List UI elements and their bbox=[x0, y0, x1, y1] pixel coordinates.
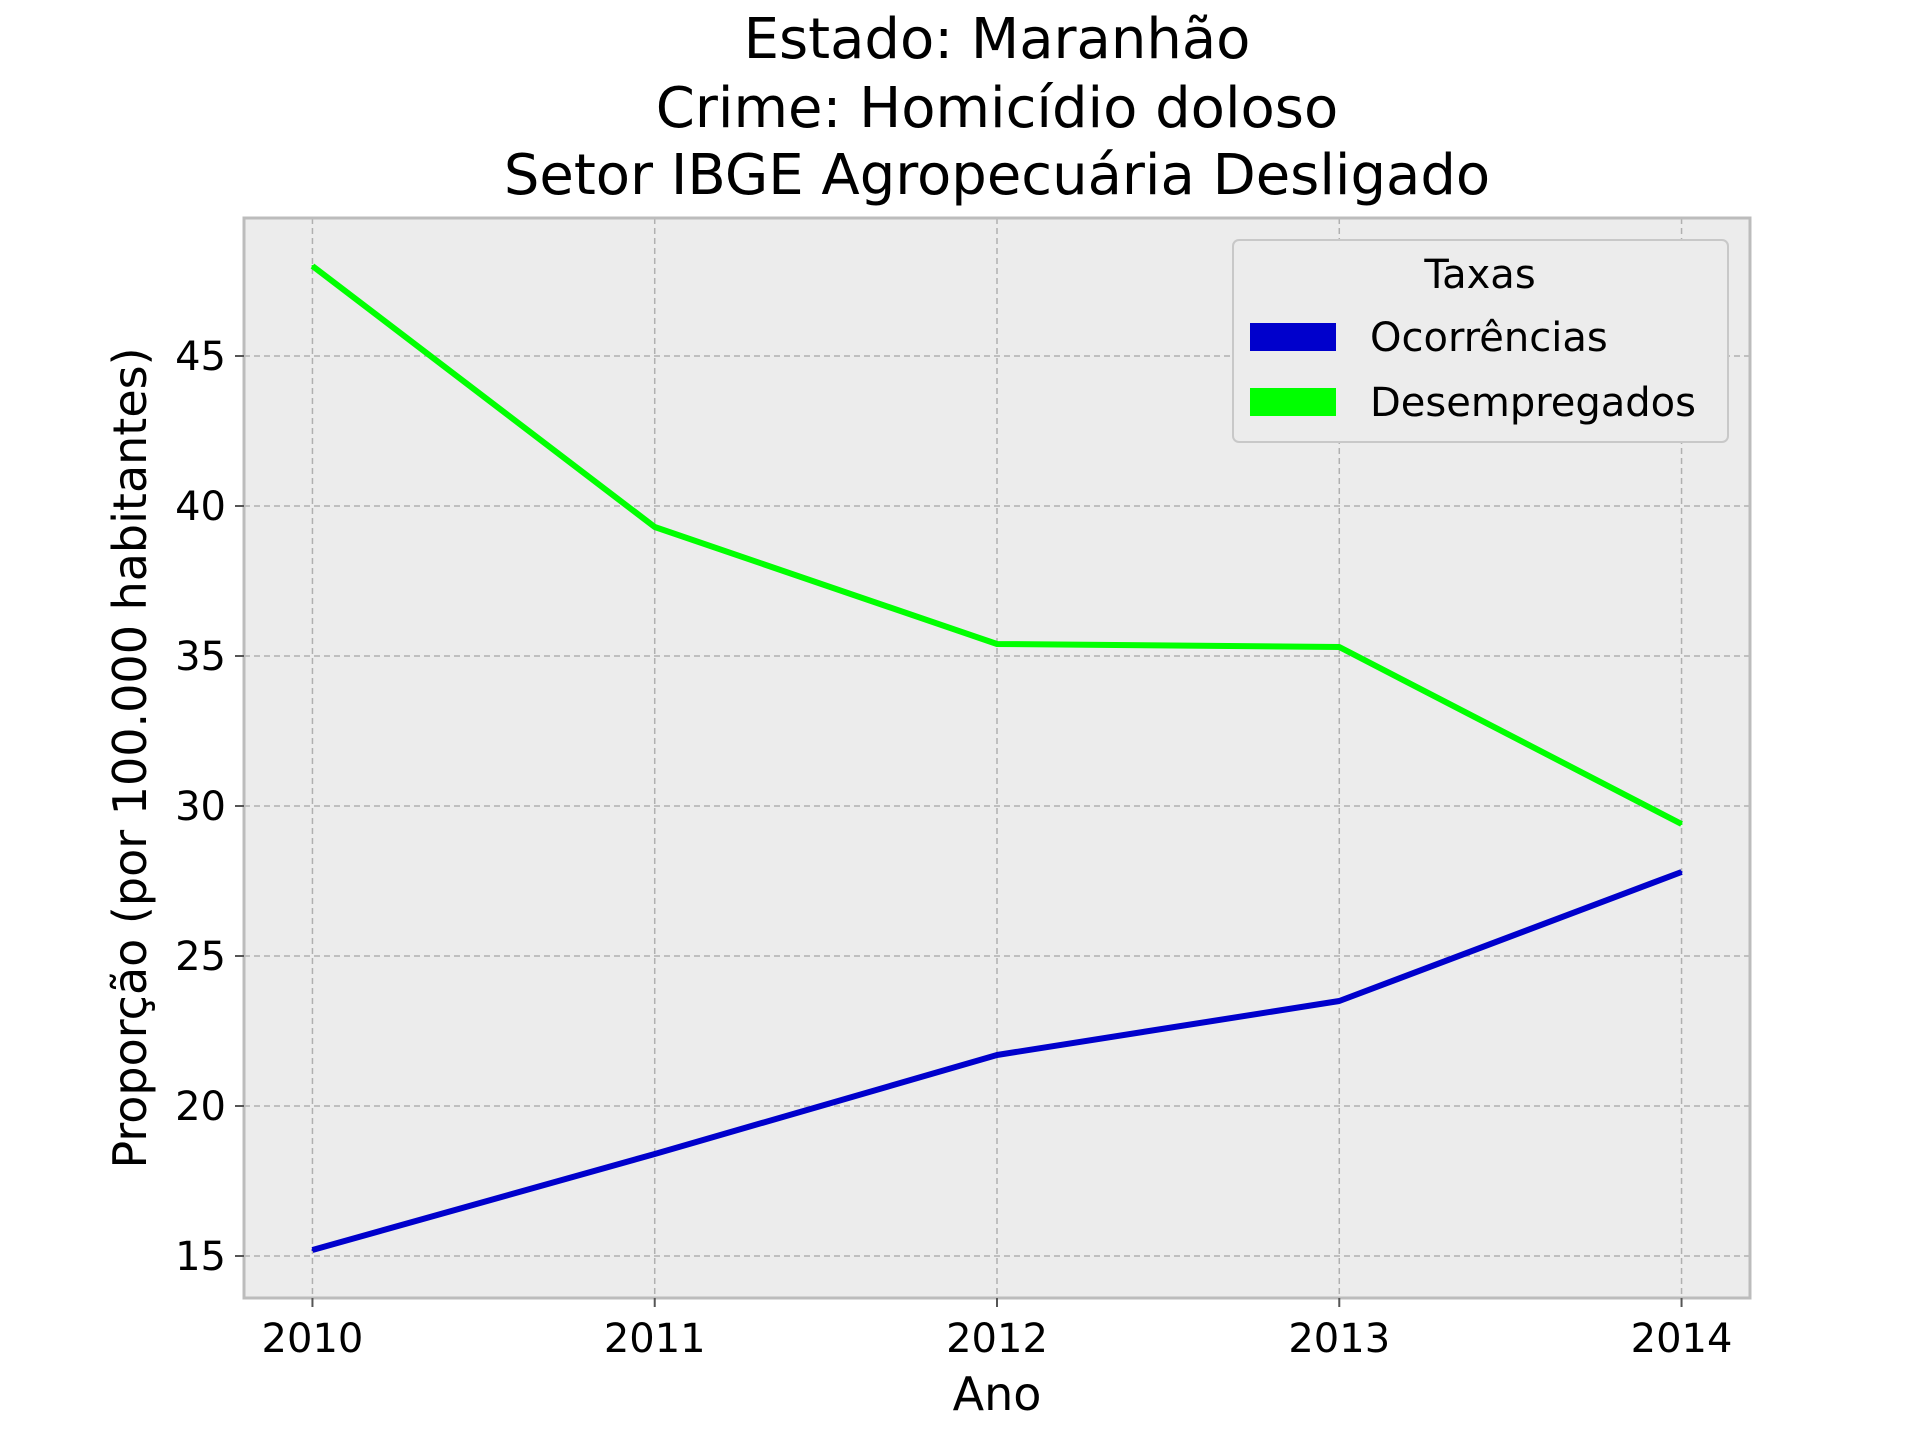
data-point bbox=[1338, 1000, 1341, 1002]
legend-swatch-ocorrencias bbox=[1250, 323, 1336, 351]
legend-title: Taxas bbox=[1423, 252, 1535, 298]
data-point bbox=[653, 1153, 656, 1155]
x-tick-label: 2010 bbox=[262, 1316, 364, 1362]
y-tick-label: 25 bbox=[175, 934, 226, 980]
x-tick-label: 2011 bbox=[604, 1316, 706, 1362]
legend-label-ocorrencias: Ocorrências bbox=[1370, 315, 1608, 361]
y-axis-label: Proporção (por 100.000 habitantes) bbox=[103, 347, 157, 1168]
title-line-2: Crime: Homicídio doloso bbox=[656, 76, 1338, 141]
data-point bbox=[996, 643, 998, 645]
y-axis: 15 20 25 30 35 40 45 bbox=[175, 334, 244, 1280]
x-tick-label: 2014 bbox=[1631, 1316, 1733, 1362]
x-tick-label: 2013 bbox=[1288, 1316, 1390, 1362]
y-tick-label: 15 bbox=[175, 1234, 226, 1280]
y-tick-label: 35 bbox=[175, 634, 226, 680]
y-tick-label: 40 bbox=[175, 484, 226, 530]
data-point bbox=[1680, 823, 1683, 825]
data-point bbox=[311, 265, 314, 267]
series-layer bbox=[310, 263, 1683, 1253]
data-point bbox=[1338, 646, 1341, 648]
y-tick-label: 20 bbox=[175, 1084, 226, 1130]
data-point bbox=[1680, 871, 1683, 873]
x-axis-label: Ano bbox=[953, 1367, 1042, 1421]
y-tick-label: 45 bbox=[175, 334, 226, 380]
data-point bbox=[311, 1249, 314, 1251]
x-tick-label: 2012 bbox=[946, 1316, 1048, 1362]
legend: Taxas Ocorrências Desempregados bbox=[1232, 239, 1729, 443]
legend-label-desempregados: Desempregados bbox=[1370, 380, 1696, 426]
y-tick-label: 30 bbox=[175, 784, 226, 830]
legend-box bbox=[1232, 239, 1729, 443]
x-axis: 2010 2011 2012 2013 2014 bbox=[262, 1298, 1733, 1362]
data-point bbox=[996, 1054, 998, 1056]
chart-title: Estado: Maranhão Crime: Homicídio doloso… bbox=[504, 7, 1490, 208]
title-line-1: Estado: Maranhão bbox=[744, 7, 1251, 72]
title-line-3: Setor IBGE Agropecuária Desligado bbox=[504, 143, 1490, 208]
data-point bbox=[653, 526, 656, 528]
grid-lines bbox=[244, 218, 1750, 1298]
legend-swatch-desempregados bbox=[1250, 388, 1336, 416]
